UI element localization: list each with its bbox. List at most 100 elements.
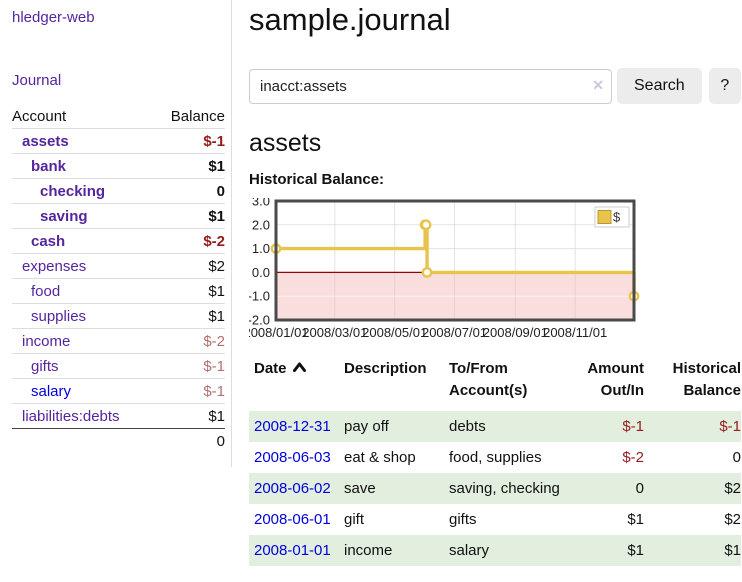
transaction-balance: $2 (724, 479, 741, 497)
date-column-header[interactable]: Date (249, 356, 344, 411)
account-link[interactable]: cash (31, 232, 66, 250)
sidebar-item-journal[interactable]: Journal (12, 72, 62, 89)
transaction-date-link[interactable]: 2008-12-31 (254, 417, 331, 435)
help-button[interactable]: ? (708, 68, 741, 104)
balance-column-header: Historical Balance (672, 360, 741, 399)
account-balance: $1 (208, 407, 225, 425)
register-row: 2008-01-01 income salary $1 $1 (249, 534, 741, 566)
svg-text:2008/11/01: 2008/11/01 (543, 325, 607, 340)
account-balance: $1 (208, 207, 225, 225)
transaction-amount: $1 (627, 541, 644, 559)
transaction-balance: 0 (732, 448, 741, 466)
transaction-amount: 0 (635, 479, 644, 497)
date-header-label: Date (254, 360, 287, 377)
account-balance: $1 (208, 307, 225, 325)
svg-text:-1.0: -1.0 (249, 289, 270, 304)
svg-text:2008/07/01: 2008/07/01 (422, 325, 487, 340)
account-row-checking: checking 0 (12, 178, 225, 203)
account-row-cash: cash $-2 (12, 228, 225, 253)
account-link[interactable]: saving (40, 207, 88, 225)
account-link[interactable]: income (22, 332, 71, 350)
transaction-description: eat & shop (344, 448, 416, 466)
search-form: ✕ Search ? (249, 68, 741, 104)
search-input[interactable] (249, 68, 612, 104)
account-link[interactable]: expenses (22, 257, 87, 275)
account-link[interactable]: supplies (31, 307, 87, 325)
svg-text:2008/01/01: 2008/01/01 (249, 325, 309, 340)
transaction-balance: $2 (724, 510, 741, 528)
account-row-expenses: expenses $2 (12, 253, 225, 278)
transaction-accounts: salary (449, 541, 490, 559)
transaction-date-link[interactable]: 2008-06-03 (254, 448, 331, 466)
transaction-description: income (344, 541, 393, 559)
account-balance-table: Account Balance assets $-1 bank $1 check… (12, 104, 225, 453)
account-link[interactable]: bank (31, 157, 67, 175)
balance-column-header: Balance (170, 107, 225, 125)
account-link[interactable]: checking (40, 182, 106, 200)
account-balance: $-2 (203, 332, 225, 350)
account-balance: $-1 (203, 132, 225, 150)
transaction-balance: $-1 (719, 417, 741, 435)
transaction-accounts: saving, checking (449, 479, 560, 497)
description-column-header: Description (344, 360, 427, 377)
register-row: 2008-12-31 pay off debts $-1 $-1 (249, 410, 741, 442)
transaction-amount: $-1 (622, 417, 644, 435)
svg-text:2008/03/01: 2008/03/01 (302, 325, 367, 340)
account-row-supplies: supplies $1 (12, 303, 225, 328)
clear-search-icon[interactable]: ✕ (592, 76, 604, 93)
main-content: sample.journal ✕ Search ? assets Histori… (243, 0, 741, 566)
register-header-row: Date Description To/From Account(s) Amou… (249, 356, 741, 411)
register-table: Date Description To/From Account(s) Amou… (249, 356, 741, 566)
transaction-accounts: debts (449, 417, 486, 435)
svg-text:2008/09/01: 2008/09/01 (483, 325, 548, 340)
account-link[interactable]: salary (31, 382, 72, 400)
search-input-wrap: ✕ (249, 68, 612, 104)
transaction-balance: $1 (724, 541, 741, 559)
total-balance: 0 (216, 432, 225, 450)
transaction-date-link[interactable]: 2008-01-01 (254, 541, 331, 559)
account-row-food: food $1 (12, 278, 225, 303)
account-balance: $-1 (203, 382, 225, 400)
search-button[interactable]: Search (617, 68, 702, 104)
historical-balance-chart: $3.0 2.0 1.0 0.0 -1.0 -2.0 2008/01/01 2008/03/0… (243, 194, 741, 348)
transaction-amount: $-2 (622, 448, 644, 466)
register-row: 2008-06-03 eat & shop food, supplies $-2… (249, 442, 741, 473)
register-row: 2008-06-01 gift gifts $1 $2 (249, 504, 741, 535)
svg-text:3.0: 3.0 (252, 198, 270, 209)
amount-column-header: Amount Out/In (587, 360, 644, 399)
account-row-income: income $-2 (12, 328, 225, 353)
account-column-header: Account (12, 107, 67, 125)
app-title-link[interactable]: hledger-web (12, 9, 95, 26)
account-row-saving: saving $1 (12, 203, 225, 228)
account-balance: $1 (208, 157, 225, 175)
transaction-description: pay off (344, 417, 389, 435)
page-title: sample.journal (249, 2, 451, 37)
svg-text:1.0: 1.0 (252, 241, 270, 256)
account-link[interactable]: assets (22, 132, 69, 150)
balance-chart: $3.0 2.0 1.0 0.0 -1.0 -2.02008/01/012008/03/0… (243, 194, 640, 340)
transaction-accounts: gifts (449, 510, 477, 528)
account-balance: $2 (208, 257, 225, 275)
account-balance: $-2 (203, 232, 225, 250)
transaction-description: save (344, 479, 376, 497)
transaction-description: gift (344, 510, 365, 528)
svg-text:0.0: 0.0 (252, 265, 270, 280)
chart-heading: Historical Balance: (249, 171, 385, 188)
account-link[interactable]: gifts (31, 357, 59, 375)
account-balance: $-1 (203, 357, 225, 375)
transaction-date-link[interactable]: 2008-06-01 (254, 510, 331, 528)
sidebar: hledger-web Journal Account Balance asse… (0, 0, 232, 467)
account-row-salary: salary $-1 (12, 378, 225, 403)
svg-text:-2.0: -2.0 (249, 313, 270, 328)
account-heading: assets (249, 129, 322, 157)
account-link[interactable]: food (31, 282, 61, 300)
account-row-assets: assets $-1 (12, 128, 225, 153)
accounts-column-header: To/From Account(s) (449, 360, 528, 399)
account-link[interactable]: liabilities:debts (22, 407, 120, 425)
account-row-liabilities-debts: liabilities:debts $1 (12, 403, 225, 428)
svg-text:2.0: 2.0 (252, 217, 270, 232)
svg-text:2008/05/01: 2008/05/01 (362, 325, 427, 340)
transaction-date-link[interactable]: 2008-06-02 (254, 479, 331, 497)
account-row-gifts: gifts $-1 (12, 353, 225, 378)
svg-text:$: $ (613, 210, 621, 225)
